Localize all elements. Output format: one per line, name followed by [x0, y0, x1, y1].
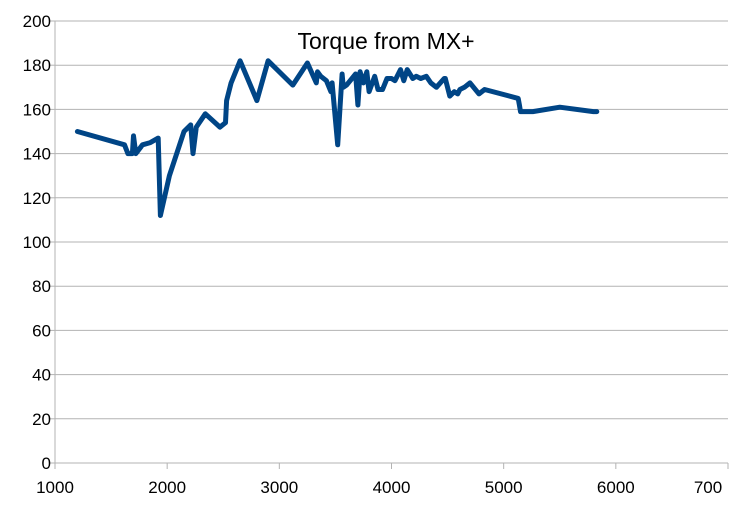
y-tick-label-0: 0 [42, 454, 51, 473]
series-layer [74, 58, 600, 218]
y-tick-label-140: 140 [23, 145, 51, 164]
chart-title: Torque from MX+ [297, 28, 474, 54]
x-tick-label-7000: 700 [694, 478, 722, 497]
gridlines [55, 20, 728, 464]
x-tick-label-1000: 1000 [36, 478, 74, 497]
x-tick-label-4000: 4000 [373, 478, 411, 497]
axes: 0 20 40 60 80 100 120 140 160 180 200 1000 2000 3000 4… [23, 12, 729, 497]
x-tick-label-5000: 5000 [485, 478, 523, 497]
x-tick-label-3000: 3000 [260, 478, 298, 497]
y-tick-label-200: 200 [23, 12, 51, 31]
y-tick-label-160: 160 [23, 100, 51, 119]
y-tick-label-100: 100 [23, 233, 51, 252]
y-tick-label-40: 40 [32, 366, 51, 385]
y-tick-label-60: 60 [32, 321, 51, 340]
y-tick-label-80: 80 [32, 277, 51, 296]
y-tick-label-180: 180 [23, 56, 51, 75]
y-tick-label-120: 120 [23, 189, 51, 208]
series-line-0 [74, 58, 600, 218]
x-tick-label-2000: 2000 [148, 478, 186, 497]
x-tick-label-6000: 6000 [597, 478, 635, 497]
y-tick-label-20: 20 [32, 410, 51, 429]
